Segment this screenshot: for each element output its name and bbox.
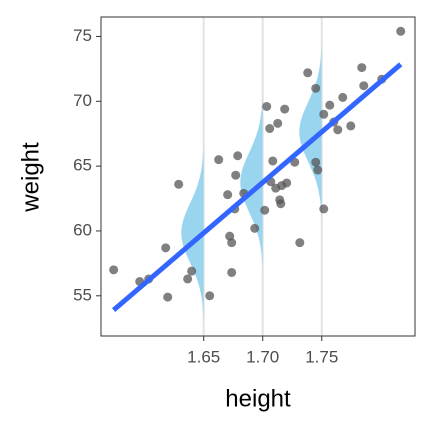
point — [227, 238, 237, 248]
distribution — [181, 143, 204, 323]
point — [223, 190, 233, 200]
point — [163, 292, 173, 302]
x-tick-label: 1.70 — [246, 347, 279, 366]
point — [325, 100, 335, 110]
panel-border — [100, 16, 416, 337]
point — [250, 223, 260, 233]
point — [295, 238, 305, 248]
point — [396, 26, 406, 36]
point — [205, 291, 215, 301]
point — [333, 125, 343, 135]
point — [227, 267, 237, 277]
point — [183, 274, 193, 284]
y-tick-label: 60 — [73, 220, 92, 239]
y-axis-title: weight — [17, 142, 44, 213]
point — [276, 199, 286, 209]
point — [282, 178, 292, 188]
point — [273, 118, 283, 128]
point — [109, 265, 119, 275]
point — [268, 156, 278, 166]
point — [338, 92, 348, 102]
point — [265, 124, 275, 134]
point — [357, 63, 367, 73]
fit-line — [112, 62, 403, 312]
y-tick-label: 70 — [73, 91, 92, 110]
x-tick-label: 1.75 — [305, 347, 338, 366]
point — [214, 155, 224, 165]
point — [233, 151, 243, 161]
point — [319, 204, 329, 214]
y-tick-label: 75 — [73, 26, 92, 45]
point — [313, 165, 323, 175]
point — [346, 121, 356, 131]
y-tick-label: 55 — [73, 285, 92, 304]
point — [161, 243, 171, 253]
point — [311, 157, 321, 167]
point — [187, 266, 197, 276]
point — [262, 101, 272, 111]
x-tick-label: 1.65 — [187, 347, 220, 366]
point — [359, 81, 369, 91]
y-tick-label: 65 — [73, 156, 92, 175]
point — [280, 104, 290, 114]
point — [303, 68, 313, 78]
point — [311, 83, 321, 93]
x-axis-title: height — [225, 385, 291, 412]
point — [319, 109, 329, 119]
point — [260, 205, 270, 215]
point — [231, 170, 241, 180]
point — [174, 179, 184, 189]
